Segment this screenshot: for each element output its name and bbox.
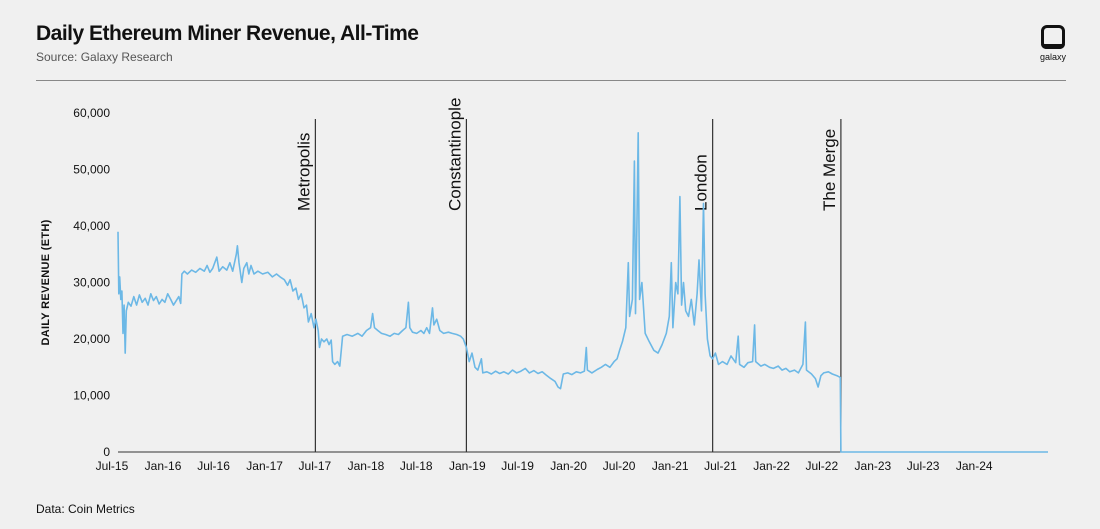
x-tick-label: Jan-20 bbox=[550, 459, 587, 473]
x-tick-label: Jan-17 bbox=[246, 459, 283, 473]
y-tick-label: 60,000 bbox=[73, 106, 110, 120]
chart-source: Source: Galaxy Research bbox=[36, 50, 173, 64]
x-tick-label: Jan-18 bbox=[348, 459, 385, 473]
x-tick-label: Jul-19 bbox=[501, 459, 534, 473]
x-tick-label: Jul-22 bbox=[805, 459, 838, 473]
galaxy-logo-text: galaxy bbox=[1040, 52, 1067, 62]
y-tick-label: 20,000 bbox=[73, 332, 110, 346]
x-tick-label: Jul-18 bbox=[400, 459, 433, 473]
x-tick-label: Jul-23 bbox=[907, 459, 940, 473]
chart-title: Daily Ethereum Miner Revenue, All-Time bbox=[36, 22, 419, 45]
galaxy-logo-icon bbox=[1041, 25, 1065, 49]
header-divider bbox=[36, 80, 1066, 81]
chart-header: Daily Ethereum Miner Revenue, All-Time S… bbox=[36, 22, 419, 64]
galaxy-logo: galaxy bbox=[1040, 25, 1066, 62]
x-tick-label: Jul-15 bbox=[96, 459, 129, 473]
event-label: The Merge bbox=[820, 129, 839, 211]
x-tick-label: Jan-22 bbox=[753, 459, 790, 473]
event-label: London bbox=[692, 154, 711, 211]
x-tick-label: Jan-23 bbox=[855, 459, 892, 473]
y-tick-label: 30,000 bbox=[73, 276, 110, 290]
x-tick-label: Jul-21 bbox=[704, 459, 737, 473]
x-tick-label: Jul-16 bbox=[197, 459, 230, 473]
y-axis-label: DAILY REVENUE (ETH) bbox=[40, 219, 52, 345]
x-tick-label: Jan-24 bbox=[956, 459, 993, 473]
x-tick-label: Jan-16 bbox=[145, 459, 182, 473]
y-tick-label: 0 bbox=[103, 445, 110, 459]
x-tick-label: Jul-20 bbox=[603, 459, 636, 473]
y-tick-label: 40,000 bbox=[73, 219, 110, 233]
x-tick-label: Jan-21 bbox=[652, 459, 689, 473]
event-label: Constantinople bbox=[445, 98, 464, 211]
data-source-note: Data: Coin Metrics bbox=[36, 502, 135, 516]
y-tick-label: 50,000 bbox=[73, 163, 110, 177]
y-tick-label: 10,000 bbox=[73, 389, 110, 403]
x-tick-label: Jul-17 bbox=[299, 459, 332, 473]
revenue-series-line bbox=[117, 132, 1048, 453]
event-label: Metropolis bbox=[294, 133, 313, 211]
x-tick-label: Jan-19 bbox=[449, 459, 486, 473]
